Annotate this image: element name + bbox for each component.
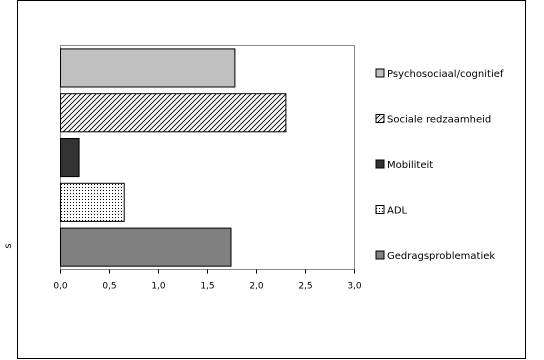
x-tick-label: 2,5 xyxy=(298,282,312,292)
legend-label-adl: ADL xyxy=(387,206,408,217)
x-tick-label: 1,5 xyxy=(200,282,214,292)
bar-gedragsproblematiek xyxy=(60,227,232,267)
x-tick-label: 1,0 xyxy=(151,282,166,292)
legend-swatch-gedragsproblematiek xyxy=(375,250,385,260)
legend-label-gedragsproblematiek: Gedragsproblematiek xyxy=(387,251,495,262)
legend-swatch-mobiliteit xyxy=(375,159,385,169)
bar-sociale-redzaamheid xyxy=(60,93,287,133)
x-tick-label: 2,0 xyxy=(249,282,264,292)
legend-label-sociale-redzaamheid: Sociale redzaamheid xyxy=(387,115,491,126)
x-tick-label: 3,0 xyxy=(347,282,362,292)
side-label: s xyxy=(3,243,14,248)
bar-psychosociaal-cognitief xyxy=(60,48,236,88)
bar-mobiliteit xyxy=(60,138,80,178)
outer-border xyxy=(17,0,526,359)
legend-label-mobiliteit: Mobiliteit xyxy=(387,160,433,171)
bar-adl xyxy=(60,182,125,222)
legend-swatch-adl xyxy=(375,205,385,214)
x-tick-label: 0,0 xyxy=(53,282,68,292)
legend-swatch-psychosociaal-cognitief xyxy=(375,68,385,78)
x-tick-label: 0,5 xyxy=(102,282,116,292)
legend-swatch-sociale-redzaamheid xyxy=(375,114,385,123)
legend-label-psychosociaal-cognitief: Psychosociaal/cognitief xyxy=(387,69,504,80)
